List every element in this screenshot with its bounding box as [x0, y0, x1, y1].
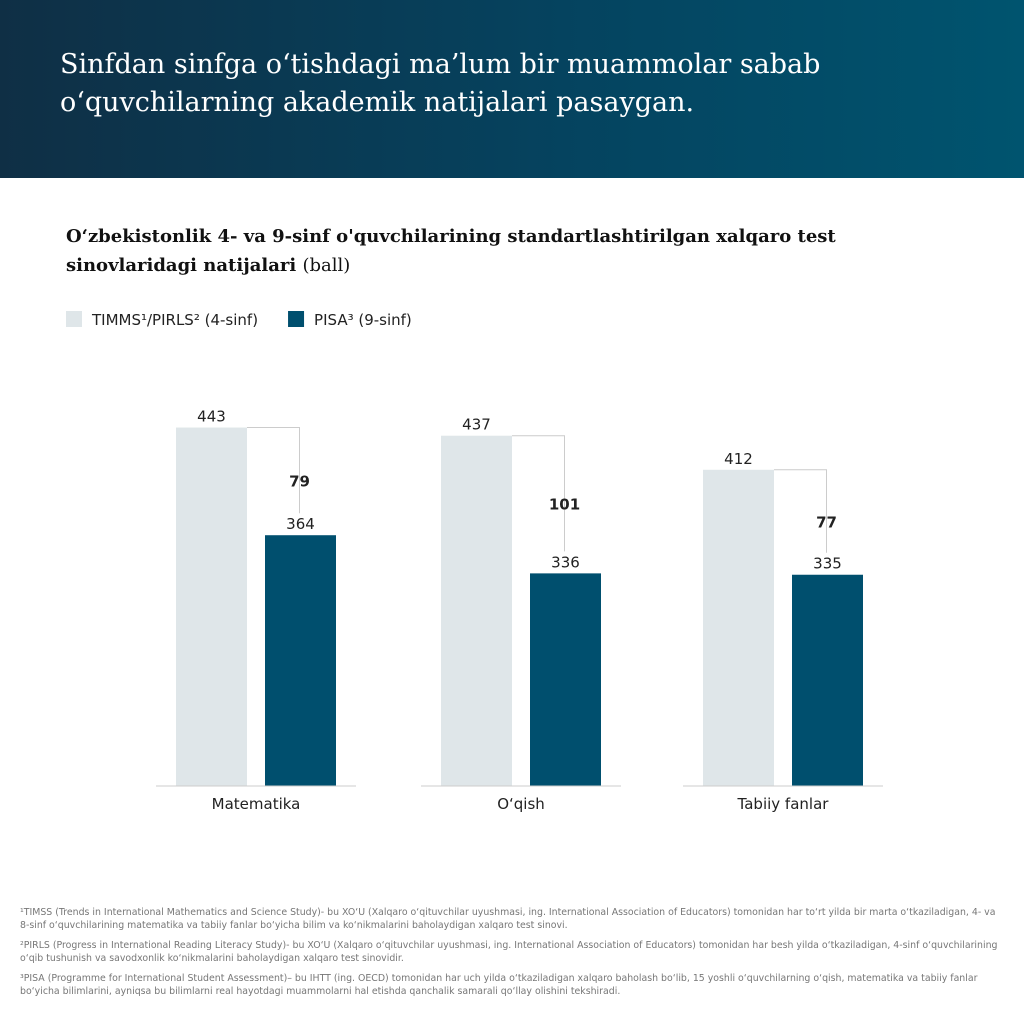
bar — [703, 469, 774, 786]
difference-label: 79 — [289, 472, 310, 490]
x-tick-label: O‘qish — [497, 795, 545, 813]
legend-label: TIMMS¹/PIRLS² (4-sinf) — [91, 311, 258, 329]
chart-title: O‘zbekistonlik 4- va 9-sinf o'quvchilari… — [66, 226, 836, 276]
chart-title-block: O‘zbekistonlik 4- va 9-sinf o'quvchilari… — [66, 222, 906, 280]
value-label: 336 — [551, 553, 580, 571]
value-label: 335 — [813, 555, 842, 573]
legend-swatch — [288, 311, 305, 327]
difference-label: 77 — [816, 513, 837, 531]
value-label: 412 — [724, 450, 753, 468]
connector — [512, 435, 565, 552]
connector — [247, 427, 300, 514]
header: Sinfdan sinfga o‘tishdagi ma’lum bir mua… — [0, 0, 1024, 178]
bar — [176, 427, 247, 786]
bar — [265, 535, 336, 786]
x-tick-label: Matematika — [212, 795, 301, 813]
footnote: ¹TIMSS (Trends in International Mathemat… — [20, 907, 996, 931]
value-label: 443 — [197, 408, 226, 426]
footnotes: ¹TIMSS (Trends in International Mathemat… — [20, 906, 1005, 1005]
value-label: 437 — [462, 416, 491, 434]
legend-swatch — [66, 311, 82, 327]
value-label: 364 — [286, 515, 315, 533]
bar — [441, 435, 512, 786]
legend-label: PISA³ (9-sinf) — [314, 311, 412, 329]
chart-unit: (ball) — [302, 255, 351, 276]
bar — [530, 573, 601, 786]
chart: TIMMS¹/PIRLS² (4-sinf) PISA³ (9-sinf) 443 3… — [66, 311, 883, 813]
headline: Sinfdan sinfga o‘tishdagi ma’lum bir mua… — [60, 49, 821, 118]
difference-label: 101 — [549, 496, 580, 514]
footnote: ³PISA (Programme for International Stude… — [20, 973, 978, 997]
bar — [792, 574, 863, 786]
footnote: ²PIRLS (Progress in International Readin… — [20, 940, 998, 964]
x-tick-label: Tabiiy fanlar — [737, 795, 830, 813]
connector — [774, 469, 827, 553]
